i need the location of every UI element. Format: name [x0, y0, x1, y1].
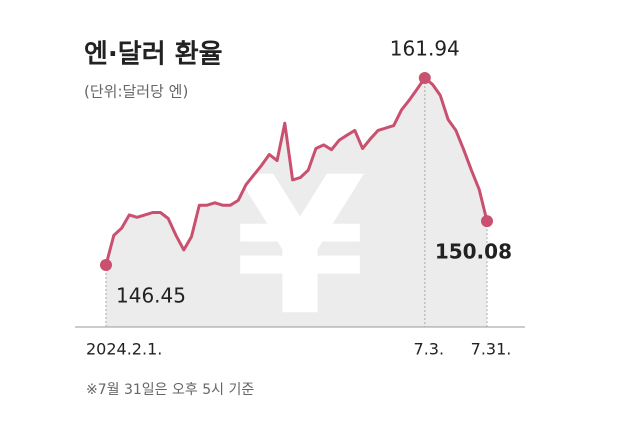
point [100, 259, 112, 271]
value-label: 161.94 [390, 37, 460, 61]
point [481, 215, 493, 228]
point [418, 72, 431, 84]
x-tick-label: 7.3. [414, 340, 445, 359]
chart-subtitle: (단위:달러당 엔) [84, 83, 188, 101]
plot-area [75, 78, 525, 328]
x-tick-label: 2024.2.1. [86, 340, 162, 359]
value-label: 146.45 [116, 284, 186, 308]
yen-watermark: ¥ [234, 136, 366, 357]
foreground: 146.45 2024.2.1. 161.94 7.3. 150.08 7.31. [86, 37, 512, 359]
chart-note: ※7월 31일은 오후 5시 기준 [86, 382, 254, 398]
x-tick-label: 7.31. [471, 340, 512, 359]
value-label: 150.08 [435, 240, 512, 264]
chart-title: 엔·달러 환율 [84, 40, 223, 70]
area-fill [106, 78, 487, 327]
